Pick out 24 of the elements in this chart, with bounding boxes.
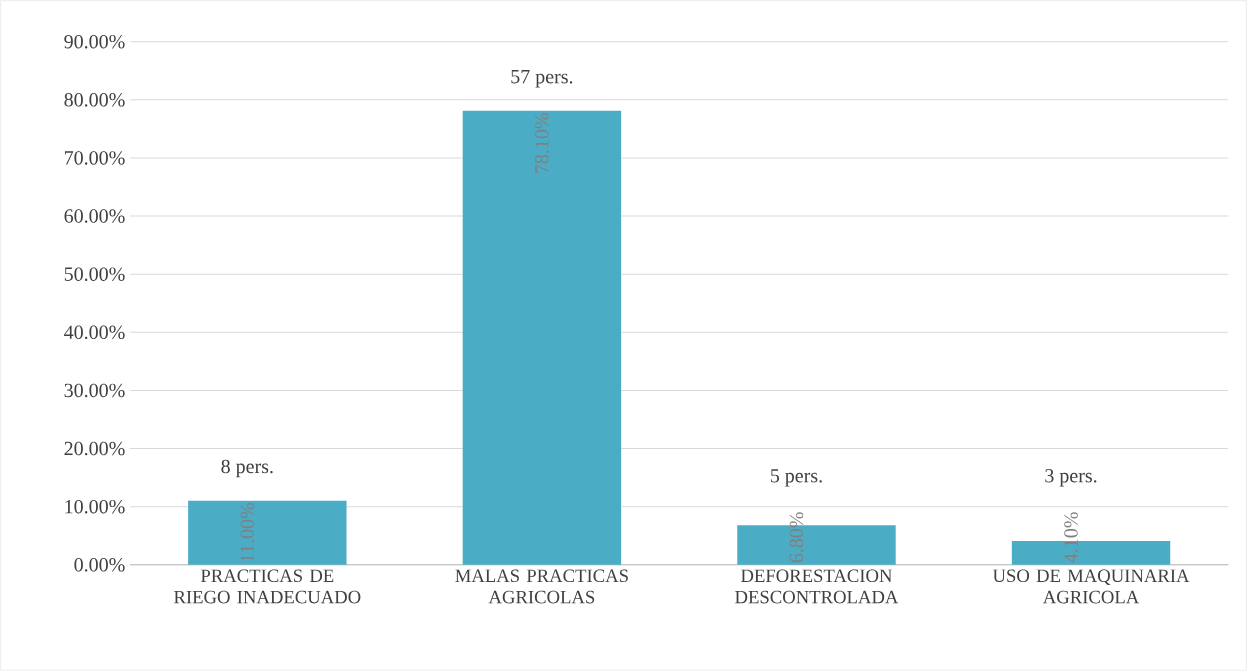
data-label: 78.10% — [535, 113, 549, 173]
annotation: 3 pers. — [1045, 469, 1097, 487]
x-tick-label: USO DE MAQUINARIA AGRICOLA — [992, 569, 1190, 604]
y-tick-label: 50.00% — [64, 267, 125, 282]
x-tick-label: DEFORESTACION DESCONTROLADA — [735, 569, 899, 604]
y-tick-label: 60.00% — [64, 209, 125, 223]
data-label: 11.00% — [240, 503, 255, 562]
annotation: 8 pers. — [221, 459, 273, 478]
bar — [188, 500, 347, 565]
y-tick-label: 80.00% — [64, 93, 125, 107]
y-tick-label: 20.00% — [64, 441, 125, 456]
annotation: 57 pers. — [511, 70, 573, 88]
x-tick-label: MALAS PRACTICAS AGRICOLAS — [455, 569, 628, 604]
y-tick-label: 30.00% — [64, 383, 125, 398]
y-tick-label: 90.00% — [64, 34, 125, 49]
y-tick-label: 10.00% — [65, 499, 125, 514]
data-label: 6.80% — [789, 512, 804, 563]
y-tick-label: 40.00% — [64, 325, 125, 340]
data-label: 4.10% — [1064, 512, 1078, 563]
x-tick-label: PRACTICAS DE RIEGO INADECUADO — [174, 569, 361, 604]
bar — [462, 110, 622, 565]
y-tick-label: 0.00% — [74, 558, 125, 572]
y-tick-label: 70.00% — [64, 151, 125, 165]
annotation: 5 pers. — [770, 469, 822, 487]
